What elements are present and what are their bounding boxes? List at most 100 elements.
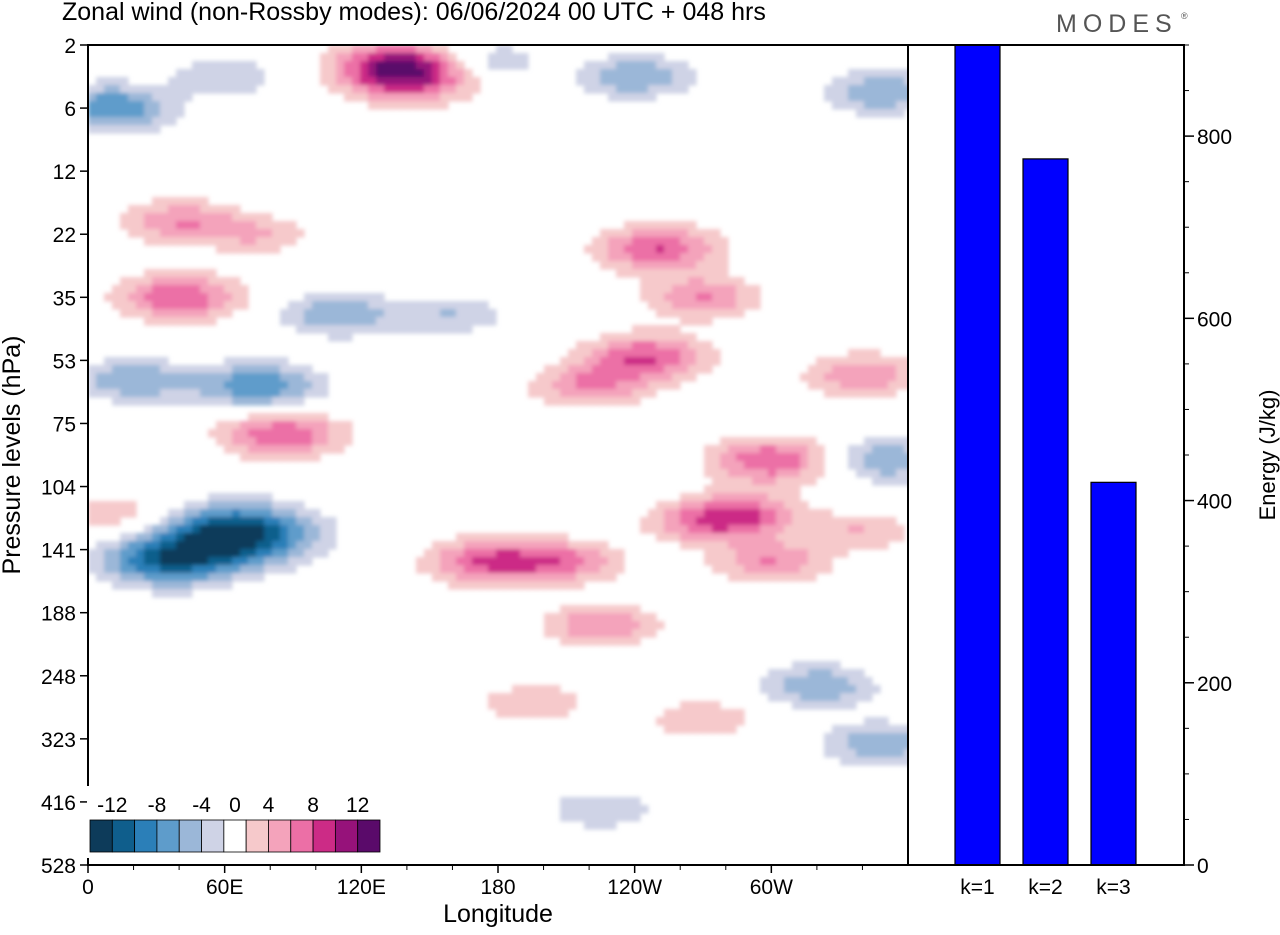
heatmap-cell <box>856 749 865 758</box>
heatmap-cell <box>104 93 113 102</box>
heatmap-cell <box>608 557 617 566</box>
heatmap-cell <box>104 389 113 398</box>
heatmap-cell <box>568 637 577 646</box>
heatmap-cell <box>112 293 121 302</box>
heatmap-cell <box>232 445 241 454</box>
heatmap-cell <box>184 197 193 206</box>
heatmap-cell <box>128 101 137 110</box>
heatmap-cell <box>120 357 129 366</box>
heatmap-cell <box>664 709 673 718</box>
x-tick-label: 60W <box>750 876 793 899</box>
heatmap-cell <box>248 237 257 246</box>
heatmap-cell <box>336 53 345 62</box>
heatmap-cell <box>168 293 177 302</box>
heatmap-cell <box>288 301 297 310</box>
heatmap-cell <box>680 501 689 510</box>
heatmap-cell <box>768 477 777 486</box>
heatmap-cell <box>728 525 737 534</box>
heatmap-cell <box>584 813 593 822</box>
heatmap-cell <box>248 557 257 566</box>
heatmap-cell <box>168 101 177 110</box>
heatmap-cell <box>472 565 481 574</box>
heatmap-cell <box>616 229 625 238</box>
heatmap-cell <box>216 581 225 590</box>
heatmap-cell <box>112 301 121 310</box>
heatmap-cell <box>312 317 321 326</box>
heatmap-cell <box>160 285 169 294</box>
heatmap-cell <box>856 533 865 542</box>
heatmap-cell <box>168 277 177 286</box>
heatmap-cell <box>688 277 697 286</box>
heatmap-cell <box>176 365 185 374</box>
heatmap-cell <box>96 93 105 102</box>
heatmap-cell <box>376 301 385 310</box>
heatmap-cell <box>632 381 641 390</box>
heatmap-cell <box>112 581 121 590</box>
heatmap-cell <box>704 469 713 478</box>
heatmap-cell <box>752 565 761 574</box>
heatmap-cell <box>592 541 601 550</box>
heatmap-cell <box>368 85 377 94</box>
heatmap-cell <box>176 285 185 294</box>
heatmap-cell <box>856 389 865 398</box>
heatmap-cell <box>96 509 105 518</box>
heatmap-cell <box>240 565 249 574</box>
heatmap-cell <box>112 509 121 518</box>
heatmap-cell <box>168 589 177 598</box>
heatmap-cell <box>224 517 233 526</box>
heatmap-cell <box>128 213 137 222</box>
heatmap-cell <box>728 533 737 542</box>
heatmap-cell <box>560 797 569 806</box>
heatmap-cell <box>456 309 465 318</box>
heatmap-cell <box>720 509 729 518</box>
heatmap-cell <box>120 101 129 110</box>
heatmap-cell <box>160 389 169 398</box>
heatmap-cell <box>752 549 761 558</box>
heatmap-cell <box>352 45 361 54</box>
heatmap-cell <box>720 277 729 286</box>
heatmap-cell <box>224 493 233 502</box>
heatmap-cell <box>400 45 409 54</box>
heatmap-cell <box>672 237 681 246</box>
heatmap-cell <box>200 581 209 590</box>
heatmap-cell <box>856 677 865 686</box>
heatmap-cell <box>344 93 353 102</box>
heatmap-cell <box>720 445 729 454</box>
heatmap-cell <box>720 261 729 270</box>
heatmap-cell <box>656 61 665 70</box>
heatmap-cell <box>472 549 481 558</box>
heatmap-cell <box>448 541 457 550</box>
heatmap-cell <box>672 277 681 286</box>
heatmap-cell <box>600 229 609 238</box>
heatmap-cell <box>544 581 553 590</box>
heatmap-cell <box>896 69 905 78</box>
heatmap-cell <box>96 117 105 126</box>
heatmap-cell <box>456 61 465 70</box>
heatmap-cell <box>272 245 281 254</box>
heatmap-cell <box>808 541 817 550</box>
heatmap-cell <box>624 93 633 102</box>
heatmap-cell <box>208 381 217 390</box>
heatmap-cell <box>640 53 649 62</box>
heatmap-cell <box>728 517 737 526</box>
heatmap-cell <box>328 293 337 302</box>
heatmap-cell <box>328 325 337 334</box>
heatmap-cell <box>872 717 881 726</box>
heatmap-cell <box>680 69 689 78</box>
heatmap-cell <box>760 469 769 478</box>
heatmap-cell <box>248 69 257 78</box>
heatmap-cell <box>712 565 721 574</box>
heatmap-cell <box>176 293 185 302</box>
heatmap-cell <box>520 533 529 542</box>
heatmap-cell <box>664 61 673 70</box>
heatmap-cell <box>384 309 393 318</box>
heatmap-cell <box>288 565 297 574</box>
heatmap-cell <box>640 221 649 230</box>
heatmap-cell <box>696 301 705 310</box>
heatmap-cell <box>792 509 801 518</box>
heatmap-cell <box>640 621 649 630</box>
heatmap-cell <box>264 541 273 550</box>
heatmap-cell <box>872 445 881 454</box>
heatmap-cell <box>768 565 777 574</box>
heatmap-cell <box>168 229 177 238</box>
